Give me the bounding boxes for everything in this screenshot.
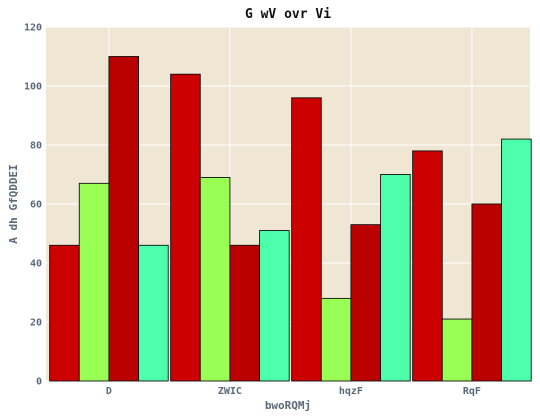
y-tick-label: 40	[30, 259, 42, 270]
bar	[49, 244, 80, 382]
bar	[138, 244, 169, 382]
x-tick-label: hqzF	[339, 386, 363, 397]
bar	[501, 138, 532, 382]
bar	[199, 176, 231, 382]
x-tick-label: RqF	[463, 386, 481, 397]
y-tick-label: 120	[24, 23, 42, 34]
y-axis-label: A dh GfQDDEI	[7, 164, 20, 243]
x-axis-label: bwoRQMj	[265, 399, 311, 412]
bar	[108, 56, 140, 382]
y-tick-label: 0	[36, 377, 42, 388]
bar	[229, 244, 261, 382]
bar	[291, 97, 322, 382]
x-tick-label: D	[106, 386, 112, 397]
bar	[380, 174, 411, 382]
chart-title: G wV ovr Vi	[245, 7, 331, 22]
y-tick-label: 20	[30, 318, 42, 329]
y-tick-label: 80	[30, 141, 42, 152]
bar	[441, 318, 473, 382]
bar	[78, 182, 110, 382]
bar	[170, 73, 201, 382]
bar	[259, 230, 290, 382]
x-tick-label: ZWIC	[218, 386, 242, 397]
bar	[471, 203, 503, 382]
y-tick-label: 100	[24, 82, 42, 93]
bar	[320, 297, 352, 382]
y-tick-label: 60	[30, 200, 42, 211]
bar	[412, 150, 443, 382]
bars	[49, 56, 532, 382]
y-axis-ticks: 0 20 40 60 80 100 120	[24, 23, 42, 388]
bar	[350, 224, 382, 382]
x-axis-ticks: D ZWIC hqzF RqF	[106, 386, 481, 397]
